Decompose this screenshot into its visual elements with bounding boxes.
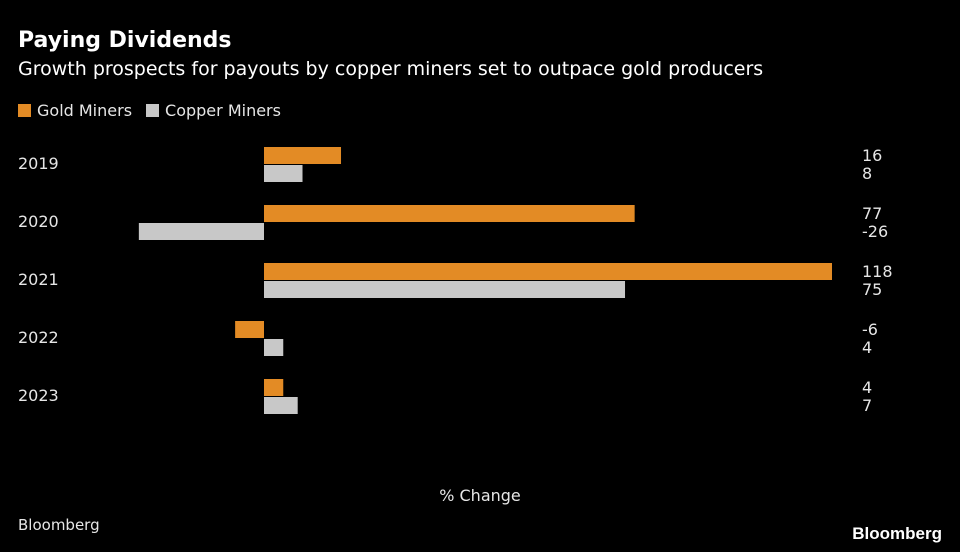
value-label-gold-2021: 118	[862, 262, 893, 281]
legend-label-gold: Gold Miners	[37, 101, 133, 120]
category-label-2019: 2019	[18, 154, 59, 173]
value-label-gold-2020: 77	[862, 204, 882, 223]
category-label-2023: 2023	[18, 386, 59, 405]
value-label-gold-2023: 4	[862, 378, 872, 397]
chart-title: Paying Dividends	[18, 28, 232, 53]
source-note: Bloomberg	[18, 516, 100, 534]
legend-swatch-gold	[18, 104, 31, 117]
value-label-gold-2022: -6	[862, 320, 878, 339]
category-label-2021: 2021	[18, 270, 59, 289]
value-label-copper-2023: 7	[862, 396, 872, 415]
legend-item-gold: Gold Miners	[18, 101, 132, 120]
bar-gold-2021	[264, 263, 832, 280]
legend-swatch-copper	[146, 104, 160, 117]
legend-label-copper: Copper Miners	[165, 101, 281, 120]
legend-item-copper: Copper Miners	[146, 101, 281, 120]
value-label-copper-2022: 4	[862, 338, 872, 357]
value-label-copper-2021: 75	[862, 280, 882, 299]
bar-copper-2021	[264, 281, 626, 298]
value-label-copper-2019: 8	[862, 164, 872, 183]
bar-gold-2022	[235, 321, 264, 338]
x-axis-label: % Change	[0, 486, 960, 505]
bar-gold-2019	[264, 147, 342, 164]
bar-copper-2022	[264, 339, 284, 356]
category-label-2020: 2020	[18, 212, 59, 231]
value-label-copper-2020: -26	[862, 222, 888, 241]
x-axis-label-text: % Change	[439, 486, 521, 505]
category-label-2022: 2022	[18, 328, 59, 347]
bloomberg-logo: Bloomberg	[852, 524, 942, 543]
value-label-gold-2019: 16	[862, 146, 882, 165]
legend: Gold Miners Copper Miners	[18, 101, 281, 120]
bar-gold-2020	[264, 205, 635, 222]
chart-subtitle: Growth prospects for payouts by copper m…	[18, 58, 764, 80]
bar-gold-2023	[264, 379, 284, 396]
bar-copper-2023	[264, 397, 298, 414]
bar-copper-2019	[264, 165, 303, 182]
bar-copper-2020	[138, 223, 264, 240]
